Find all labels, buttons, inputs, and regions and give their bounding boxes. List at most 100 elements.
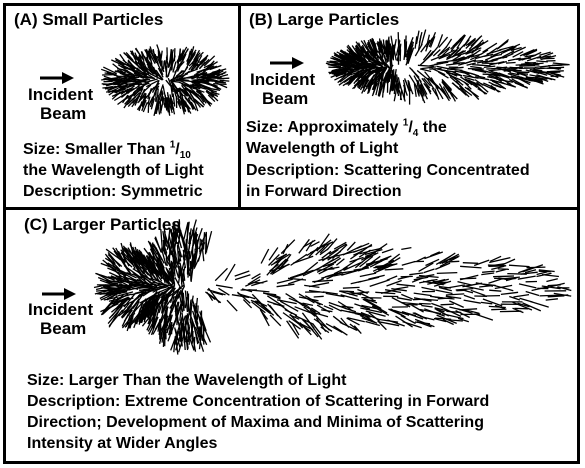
scatter-dash <box>160 303 166 321</box>
scatter-dash <box>353 325 362 335</box>
scatter-dash <box>419 68 432 73</box>
scatter-dash <box>162 96 166 108</box>
scatter-dash <box>328 243 347 255</box>
scatter-dash <box>136 69 148 76</box>
scatter-dash <box>470 55 480 61</box>
scatter-dash <box>143 307 148 320</box>
scatter-dash <box>429 36 436 48</box>
scatter-dash <box>546 76 556 81</box>
scatter-dash <box>289 313 304 329</box>
scatter-dash <box>359 314 378 324</box>
scatter-dash <box>132 246 140 262</box>
panel-b-description-line1: Description: Scattering Concentrated <box>246 162 530 179</box>
scatter-dash <box>380 48 384 59</box>
scatter-dash <box>418 31 423 44</box>
scatter-dash <box>316 233 330 252</box>
scatter-dash <box>335 63 347 68</box>
scatter-dash <box>380 61 391 70</box>
scatter-dash <box>518 57 528 62</box>
scatter-dash <box>190 219 197 239</box>
scatter-dash <box>380 58 389 67</box>
scatter-dash <box>353 52 362 60</box>
scatter-dash <box>184 290 189 313</box>
scatter-dash <box>459 277 477 280</box>
scatter-dash <box>363 299 376 302</box>
scatter-dash <box>421 77 431 89</box>
scatter-dash <box>172 61 177 73</box>
scatter-dash <box>171 286 181 307</box>
scatter-dash <box>150 290 167 304</box>
scatter-dash <box>417 79 422 91</box>
scatter-dash <box>276 299 297 305</box>
scatter-dash <box>311 299 324 306</box>
scatter-dash <box>401 301 423 306</box>
scatter-dash <box>147 96 151 105</box>
scatter-dash <box>424 251 444 260</box>
scatter-dash <box>542 52 554 58</box>
scatter-dash <box>157 49 160 59</box>
scatter-dash <box>401 246 412 251</box>
scatter-dash <box>315 245 326 256</box>
scatter-dash <box>152 297 158 308</box>
scatter-dash <box>339 72 353 83</box>
scatter-dash <box>455 287 474 291</box>
scatter-dash <box>428 32 437 48</box>
scatter-dash <box>314 314 330 331</box>
scatter-dash <box>181 48 189 61</box>
scatter-dash <box>539 57 555 60</box>
scatter-dash <box>431 67 446 76</box>
scatter-dash <box>349 67 361 72</box>
scatter-dash <box>294 299 304 307</box>
scatter-dash <box>316 263 335 273</box>
scatter-dash <box>298 238 310 254</box>
scatter-dash <box>203 87 217 93</box>
panel-a-scattering-pattern <box>100 44 230 117</box>
scatter-dash <box>337 300 352 311</box>
scatter-dash <box>442 82 452 92</box>
scatter-dash <box>440 87 450 102</box>
scatter-dash <box>290 253 308 266</box>
scatter-dash <box>171 225 178 245</box>
scatter-dash <box>524 269 537 274</box>
scatter-dash <box>169 94 174 105</box>
scatter-dash <box>420 83 425 97</box>
scatter-dash <box>121 251 127 263</box>
scatter-dash <box>494 304 506 310</box>
scatter-dash <box>159 104 164 113</box>
scatter-dash <box>476 81 489 93</box>
scatter-dash <box>319 248 329 256</box>
scatter-dash <box>509 72 520 76</box>
scatter-dash <box>319 242 331 254</box>
scatter-dash <box>253 300 272 315</box>
panel-b-size-line2: Wavelength of Light <box>246 140 399 157</box>
scatter-dash <box>335 62 353 67</box>
panel-a-title: (A) Small Particles <box>14 10 164 29</box>
scatter-dash <box>219 73 229 78</box>
scatter-dash <box>335 258 345 266</box>
scatter-dash <box>519 297 533 303</box>
scatter-dash <box>381 257 401 269</box>
scatter-dash <box>416 256 426 262</box>
scatter-dash <box>437 71 449 79</box>
scatter-dash <box>338 75 353 86</box>
scatter-dash <box>199 55 209 64</box>
scatter-dash <box>175 305 180 324</box>
scatter-dash <box>340 317 350 328</box>
panel-c-beam-label-1: Incident <box>28 300 94 319</box>
scatter-dash <box>486 47 498 56</box>
scatter-dash <box>380 73 384 88</box>
scatter-dash <box>130 84 140 92</box>
scatter-dash <box>219 79 230 82</box>
scatter-dash <box>474 79 484 86</box>
scatter-dash <box>450 74 464 86</box>
scatter-dash <box>124 250 139 265</box>
scatter-dash <box>331 68 348 73</box>
scatter-dash <box>464 59 477 65</box>
scatter-dash <box>344 307 357 313</box>
scatter-dash <box>492 51 503 56</box>
scatter-dash <box>464 76 475 81</box>
scatter-dash <box>482 270 495 273</box>
scatter-dash <box>411 277 422 283</box>
scatter-dash <box>375 79 381 96</box>
scatter-dash <box>531 80 543 83</box>
